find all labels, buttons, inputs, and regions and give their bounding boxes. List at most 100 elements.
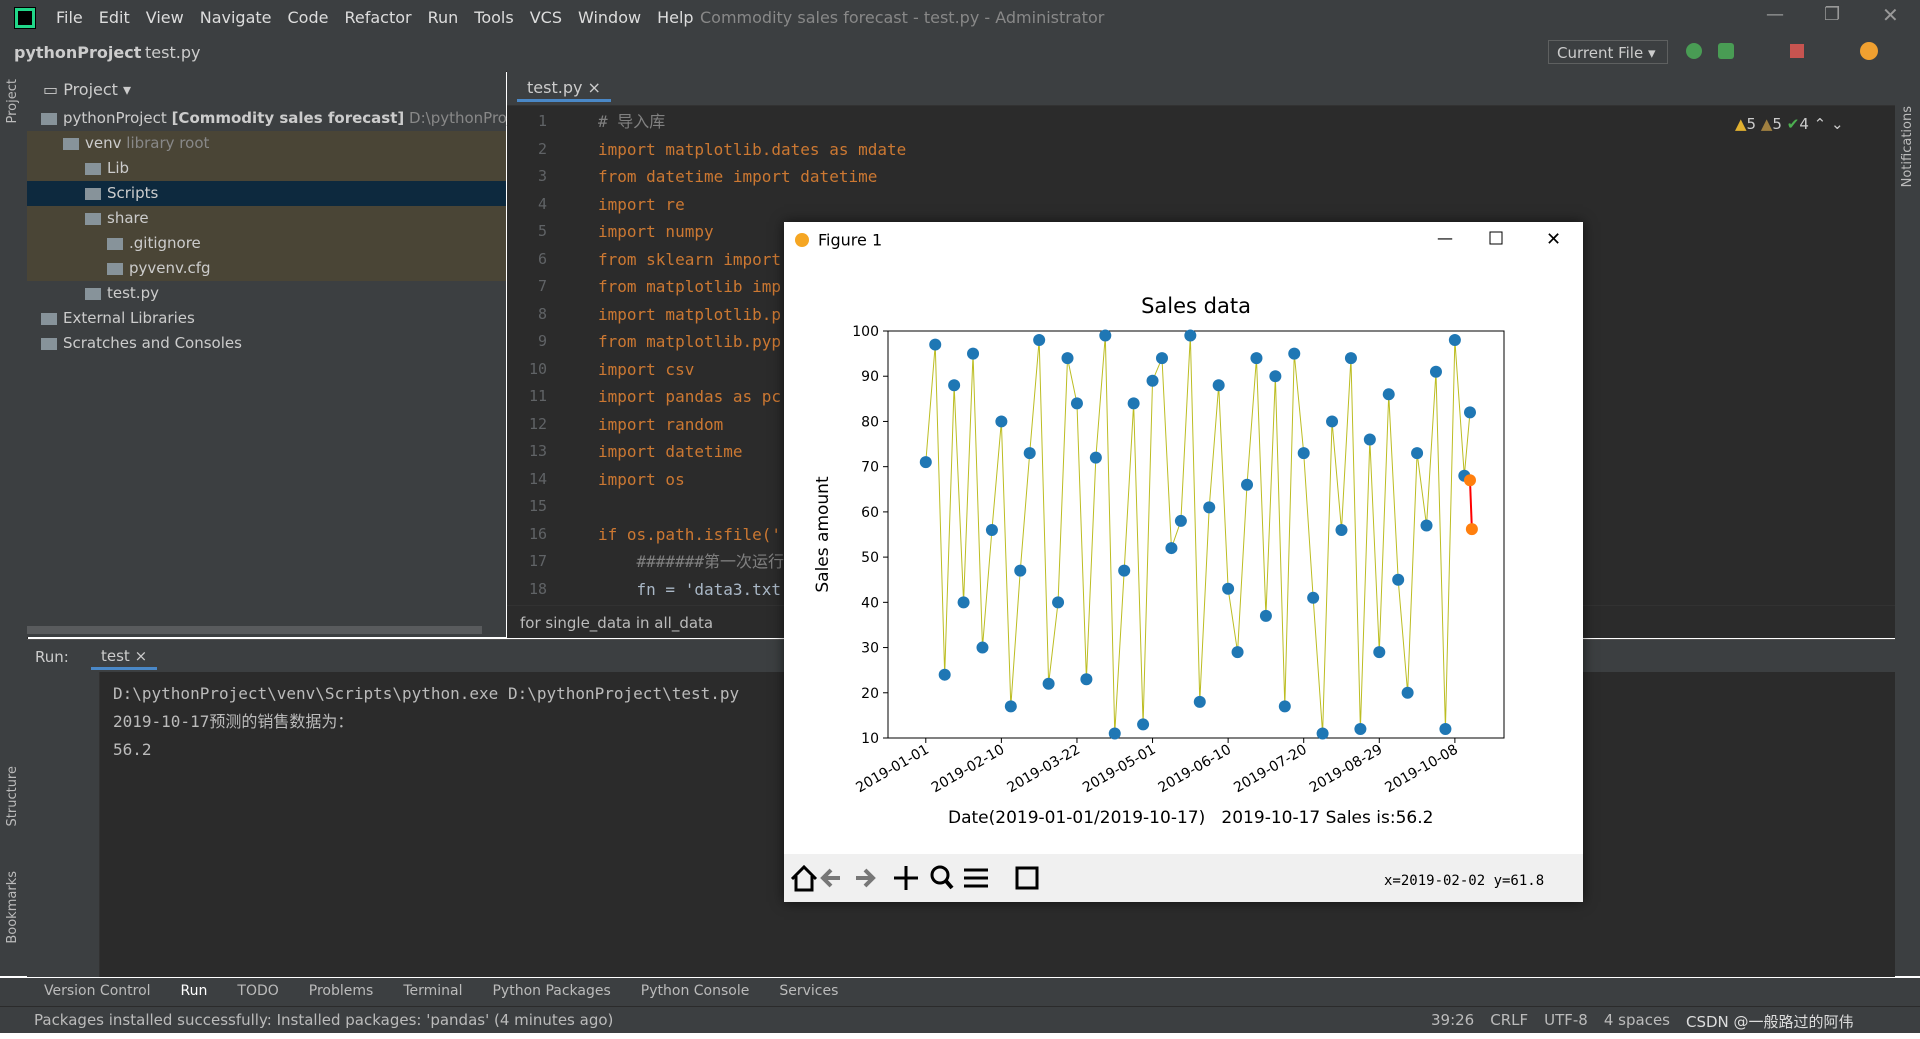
data-point bbox=[1137, 718, 1150, 731]
data-point bbox=[1193, 695, 1206, 708]
menu-item: Navigate bbox=[199, 8, 272, 27]
code-line: #######第一次运行 bbox=[598, 552, 784, 571]
fig-maximize[interactable] bbox=[1489, 231, 1503, 245]
menu-item: View bbox=[145, 8, 184, 27]
data-point bbox=[948, 379, 961, 392]
plot-area bbox=[887, 330, 1505, 739]
data-point bbox=[1288, 347, 1301, 360]
tree-row[interactable]: .gitignore bbox=[27, 231, 506, 256]
run-label: Run: bbox=[35, 648, 69, 666]
structure-tool-label[interactable]: Structure bbox=[5, 766, 20, 827]
line-number: 14 bbox=[528, 469, 547, 488]
notifications-label[interactable]: Notifications bbox=[1900, 106, 1915, 188]
tool-tab: Services bbox=[779, 983, 839, 999]
data-point bbox=[919, 456, 932, 469]
forward-button[interactable] bbox=[856, 868, 876, 888]
inspection-widget[interactable]: ▲5 ▲5 ✔4 ⌃ ⌄ bbox=[1735, 115, 1844, 133]
y-tick-label: 100 bbox=[852, 324, 879, 340]
line-number: 15 bbox=[528, 497, 547, 515]
tree-row[interactable]: test.py bbox=[27, 281, 506, 306]
line-number: 12 bbox=[528, 414, 547, 433]
data-point bbox=[1420, 519, 1433, 532]
data-point bbox=[1297, 447, 1310, 460]
encoding[interactable]: UTF-8 bbox=[1544, 1011, 1588, 1029]
line-number: 4 bbox=[537, 194, 547, 213]
tree-row[interactable]: Lib bbox=[27, 156, 506, 181]
data-point bbox=[1231, 646, 1244, 659]
update-icon[interactable] bbox=[1860, 42, 1878, 60]
run-config-dropdown[interactable]: Current File ▾ bbox=[1548, 40, 1668, 64]
maximize-button[interactable]: ❐ bbox=[1824, 4, 1841, 25]
data-point bbox=[967, 347, 980, 360]
configure-button[interactable] bbox=[964, 868, 988, 888]
code-breadcrumb[interactable]: for single_data in all_data bbox=[520, 614, 714, 632]
stop-icon[interactable] bbox=[1790, 44, 1804, 58]
data-point bbox=[1278, 700, 1291, 713]
line-separator[interactable]: CRLF bbox=[1490, 1011, 1529, 1029]
code-line: from matplotlib imp bbox=[598, 277, 782, 296]
tree-row[interactable]: venv library root bbox=[27, 131, 506, 156]
data-point bbox=[1033, 334, 1046, 347]
caret-position[interactable]: 39:26 bbox=[1431, 1011, 1475, 1029]
status-message[interactable]: Packages installed successfully: Install… bbox=[34, 1011, 614, 1029]
indent[interactable]: 4 spaces bbox=[1603, 1011, 1670, 1029]
project-panel-title[interactable]: ▭ Project ▾ bbox=[43, 80, 132, 99]
data-point bbox=[985, 523, 998, 536]
x-tick-label: 2019-02-10 bbox=[929, 742, 1007, 797]
y-tick-label: 70 bbox=[861, 460, 879, 476]
save-button[interactable] bbox=[1015, 866, 1039, 890]
figure-titlebar bbox=[784, 222, 1583, 262]
chart-title: Sales data bbox=[1141, 294, 1251, 318]
code-line: # 导入库 bbox=[598, 112, 666, 131]
data-point bbox=[1099, 329, 1112, 342]
left-tool-strip: Project Structure Bookmarks bbox=[0, 71, 28, 976]
data-point bbox=[1363, 433, 1376, 446]
code-line: import random bbox=[598, 414, 724, 434]
series-line bbox=[1468, 480, 1473, 530]
menu-item: Run bbox=[427, 8, 459, 27]
data-point bbox=[1448, 334, 1461, 347]
project-tool-label[interactable]: Project bbox=[5, 79, 20, 124]
tree-row[interactable]: share bbox=[27, 206, 506, 231]
zoom-button[interactable] bbox=[930, 865, 950, 885]
project-title: Project bbox=[63, 80, 118, 99]
y-tick-label: 80 bbox=[861, 414, 879, 430]
rerun-icon[interactable] bbox=[1686, 43, 1702, 59]
tree-icon bbox=[107, 262, 123, 275]
tree-row[interactable]: pyvenv.cfg bbox=[27, 256, 506, 281]
data-point bbox=[1269, 370, 1282, 383]
line-number: 8 bbox=[537, 304, 547, 323]
fig-minimize[interactable]: — bbox=[1437, 229, 1453, 248]
tree-icon bbox=[41, 112, 57, 125]
breadcrumb-project[interactable]: pythonProject bbox=[14, 43, 142, 62]
run-tab[interactable]: test × bbox=[91, 640, 158, 670]
back-button[interactable] bbox=[820, 868, 840, 888]
tree-row[interactable]: External Libraries bbox=[27, 306, 506, 331]
fig-close[interactable]: ✕ bbox=[1546, 229, 1561, 250]
window-title: Commodity sales forecast - test.py - Adm… bbox=[700, 8, 1105, 27]
pan-button[interactable] bbox=[894, 866, 918, 890]
editor-tab[interactable]: test.py × bbox=[517, 71, 611, 102]
tree-row[interactable]: Scratches and Consoles bbox=[27, 331, 506, 356]
data-point bbox=[1250, 352, 1263, 365]
tree-row[interactable]: pythonProject [Commodity sales forecast]… bbox=[27, 106, 511, 131]
data-point bbox=[1108, 727, 1121, 740]
close-button[interactable]: ✕ bbox=[1882, 3, 1899, 27]
code-line: import pandas as pc bbox=[598, 387, 782, 406]
line-number: 3 bbox=[537, 167, 547, 185]
tree-hint: library root bbox=[126, 134, 210, 152]
tree-icon bbox=[85, 162, 101, 175]
data-point bbox=[1184, 329, 1197, 342]
bookmarks-tool-label[interactable]: Bookmarks bbox=[5, 871, 20, 944]
data-point bbox=[1089, 451, 1102, 464]
breadcrumb-file[interactable]: test.py bbox=[145, 43, 201, 62]
tree-row[interactable]: Scripts bbox=[27, 181, 506, 206]
home-button[interactable] bbox=[790, 864, 818, 892]
navigation-bar: pythonProject test.py Current File ▾ bbox=[0, 35, 1920, 72]
minimize-button[interactable]: — bbox=[1766, 4, 1784, 25]
data-point bbox=[1344, 352, 1357, 365]
tool-window-bar: Version Control Run TODO Problems Terminal Py… bbox=[0, 978, 1920, 1006]
data-point bbox=[1392, 573, 1405, 586]
debug-icon[interactable] bbox=[1718, 43, 1734, 59]
